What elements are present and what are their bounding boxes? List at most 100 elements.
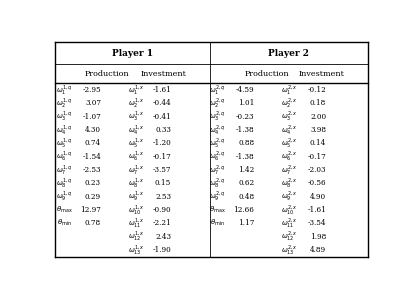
Text: -1.61: -1.61: [307, 206, 326, 214]
Text: $\theta_{\rm max}$: $\theta_{\rm max}$: [209, 205, 226, 215]
Text: Production: Production: [85, 70, 130, 78]
Text: Investment: Investment: [140, 70, 186, 78]
Text: $\omega_3^{2,x}$: $\omega_3^{2,x}$: [281, 110, 298, 124]
Text: $\omega_8^{1,q}$: $\omega_8^{1,q}$: [56, 176, 73, 190]
Text: -2.03: -2.03: [308, 166, 326, 174]
Text: $\omega_7^{1,q}$: $\omega_7^{1,q}$: [56, 163, 73, 177]
Text: 0.74: 0.74: [85, 139, 101, 147]
Text: -0.90: -0.90: [152, 206, 171, 214]
Text: -3.57: -3.57: [153, 166, 171, 174]
Text: -1.61: -1.61: [152, 86, 171, 94]
Text: $\omega_8^{1,x}$: $\omega_8^{1,x}$: [128, 176, 145, 190]
Text: $\omega_5^{2,x}$: $\omega_5^{2,x}$: [281, 137, 298, 150]
Text: $\omega_1^{1,q}$: $\omega_1^{1,q}$: [56, 83, 73, 97]
Text: $\omega_2^{1,x}$: $\omega_2^{1,x}$: [128, 97, 145, 110]
Text: $\omega_5^{2,q}$: $\omega_5^{2,q}$: [209, 137, 226, 150]
Text: -2.95: -2.95: [82, 86, 101, 94]
Text: -0.12: -0.12: [307, 86, 326, 94]
Text: $\omega_9^{1,q}$: $\omega_9^{1,q}$: [56, 190, 73, 203]
Text: 4.90: 4.90: [310, 193, 326, 201]
Text: -1.38: -1.38: [236, 126, 254, 134]
Text: -4.59: -4.59: [236, 86, 254, 94]
Text: -0.41: -0.41: [152, 113, 171, 121]
Text: $\omega_8^{2,q}$: $\omega_8^{2,q}$: [209, 176, 226, 190]
Text: $\omega_3^{1,x}$: $\omega_3^{1,x}$: [128, 110, 145, 124]
Text: 1.01: 1.01: [238, 99, 254, 107]
Text: 2.53: 2.53: [155, 193, 171, 201]
Text: 1.98: 1.98: [310, 232, 326, 241]
Text: 4.30: 4.30: [85, 126, 101, 134]
Text: $\omega_6^{1,q}$: $\omega_6^{1,q}$: [56, 150, 73, 164]
Text: $\omega_9^{2,q}$: $\omega_9^{2,q}$: [209, 190, 226, 203]
Text: -1.07: -1.07: [82, 113, 101, 121]
Text: 3.98: 3.98: [310, 126, 326, 134]
Text: 0.15: 0.15: [155, 179, 171, 187]
Text: 1.42: 1.42: [238, 166, 254, 174]
Text: -1.90: -1.90: [152, 246, 171, 254]
Text: 0.33: 0.33: [155, 126, 171, 134]
Text: -3.54: -3.54: [308, 219, 326, 227]
Text: -2.53: -2.53: [82, 166, 101, 174]
Text: $\omega_{11}^{1,x}$: $\omega_{11}^{1,x}$: [128, 216, 145, 230]
Text: 0.29: 0.29: [85, 193, 101, 201]
Text: $\omega_{13}^{1,x}$: $\omega_{13}^{1,x}$: [128, 243, 145, 257]
Text: $\omega_7^{2,q}$: $\omega_7^{2,q}$: [209, 163, 226, 177]
Text: 4.89: 4.89: [310, 246, 326, 254]
Text: 2.00: 2.00: [310, 113, 326, 121]
Text: 0.48: 0.48: [238, 193, 254, 201]
Text: -0.23: -0.23: [236, 113, 254, 121]
Text: $\theta_{\rm min}$: $\theta_{\rm min}$: [57, 218, 72, 228]
Text: Player 1: Player 1: [112, 48, 153, 58]
Text: Production: Production: [245, 70, 289, 78]
Text: $\theta_{\rm max}$: $\theta_{\rm max}$: [56, 205, 73, 215]
Text: 12.97: 12.97: [80, 206, 101, 214]
Text: $\omega_6^{2,x}$: $\omega_6^{2,x}$: [281, 150, 298, 164]
Text: $\omega_7^{1,x}$: $\omega_7^{1,x}$: [128, 163, 145, 177]
Text: -1.38: -1.38: [236, 153, 254, 161]
Text: 2.43: 2.43: [155, 232, 171, 241]
Text: 0.18: 0.18: [310, 99, 326, 107]
Text: $\omega_{12}^{1,x}$: $\omega_{12}^{1,x}$: [128, 230, 145, 243]
Text: $\omega_4^{2,q}$: $\omega_4^{2,q}$: [209, 123, 226, 137]
Text: $\omega_8^{2,x}$: $\omega_8^{2,x}$: [281, 176, 298, 190]
Text: $\omega_{13}^{2,x}$: $\omega_{13}^{2,x}$: [281, 243, 298, 257]
Text: 12.66: 12.66: [233, 206, 254, 214]
Text: $\omega_9^{1,x}$: $\omega_9^{1,x}$: [128, 190, 145, 203]
Text: 0.88: 0.88: [238, 139, 254, 147]
Text: $\omega_3^{2,q}$: $\omega_3^{2,q}$: [209, 110, 226, 124]
Text: -0.17: -0.17: [307, 153, 326, 161]
Text: 0.78: 0.78: [85, 219, 101, 227]
Text: Investment: Investment: [298, 70, 344, 78]
Text: $\omega_2^{2,q}$: $\omega_2^{2,q}$: [209, 97, 226, 110]
Text: 0.62: 0.62: [238, 179, 254, 187]
Text: $\omega_1^{2,q}$: $\omega_1^{2,q}$: [209, 83, 226, 97]
Text: 3.07: 3.07: [85, 99, 101, 107]
Text: -0.17: -0.17: [152, 153, 171, 161]
Text: $\omega_9^{2,x}$: $\omega_9^{2,x}$: [281, 190, 298, 203]
Text: $\omega_7^{2,x}$: $\omega_7^{2,x}$: [281, 163, 298, 177]
Text: -1.20: -1.20: [152, 139, 171, 147]
Text: $\omega_{10}^{2,x}$: $\omega_{10}^{2,x}$: [281, 203, 298, 217]
Text: $\omega_{10}^{1,x}$: $\omega_{10}^{1,x}$: [128, 203, 145, 217]
Text: Player 2: Player 2: [268, 48, 309, 58]
Text: $\omega_4^{2,x}$: $\omega_4^{2,x}$: [281, 123, 298, 137]
Text: -0.56: -0.56: [307, 179, 326, 187]
Text: $\omega_{12}^{2,x}$: $\omega_{12}^{2,x}$: [281, 230, 298, 243]
Text: $\omega_5^{1,q}$: $\omega_5^{1,q}$: [56, 137, 73, 150]
Text: $\omega_1^{1,x}$: $\omega_1^{1,x}$: [128, 83, 145, 97]
Text: $\omega_2^{1,q}$: $\omega_2^{1,q}$: [56, 97, 73, 110]
Text: -2.21: -2.21: [152, 219, 171, 227]
Text: $\omega_{11}^{2,x}$: $\omega_{11}^{2,x}$: [281, 216, 298, 230]
Text: $\omega_3^{1,q}$: $\omega_3^{1,q}$: [56, 110, 73, 124]
Text: 1.17: 1.17: [238, 219, 254, 227]
Text: 0.23: 0.23: [85, 179, 101, 187]
Text: $\omega_4^{1,x}$: $\omega_4^{1,x}$: [128, 123, 145, 137]
Text: 0.14: 0.14: [310, 139, 326, 147]
Text: $\theta_{\rm min}$: $\theta_{\rm min}$: [210, 218, 225, 228]
Text: $\omega_2^{2,x}$: $\omega_2^{2,x}$: [281, 97, 298, 110]
Text: -1.54: -1.54: [82, 153, 101, 161]
Text: $\omega_6^{1,x}$: $\omega_6^{1,x}$: [128, 150, 145, 164]
Text: $\omega_1^{2,x}$: $\omega_1^{2,x}$: [281, 83, 298, 97]
Text: $\omega_6^{2,q}$: $\omega_6^{2,q}$: [209, 150, 226, 164]
Text: $\omega_4^{1,q}$: $\omega_4^{1,q}$: [56, 123, 73, 137]
